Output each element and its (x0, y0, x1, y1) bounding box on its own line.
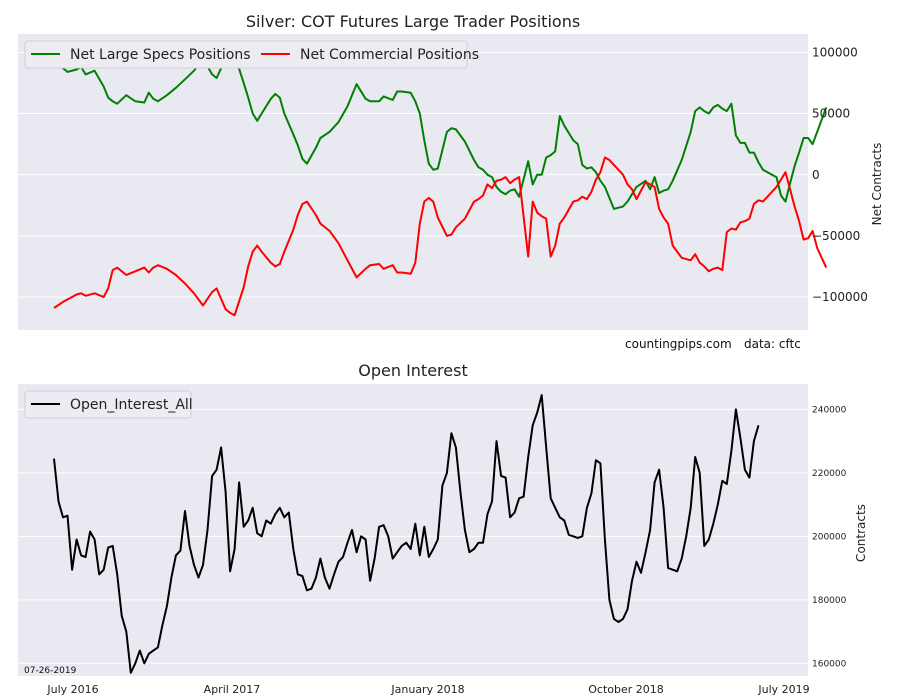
top-panel-background (18, 34, 808, 330)
x-tick-labels: July 2016 April 2017 January 2018 Octobe… (46, 683, 809, 696)
bottom-panel-gridlines (18, 408, 808, 664)
x-tick-label: January 2018 (390, 683, 464, 696)
bottom-panel-series (53, 394, 760, 674)
source-annotation: countingpips.com (625, 337, 732, 351)
top-legend: Net Large Specs Positions Net Commercial… (24, 40, 479, 69)
bottom-y-tick-label: 160000 (812, 659, 847, 669)
bottom-panel-y-tick-labels: 240000 220000 200000 180000 160000 (812, 406, 847, 670)
top-y-tick-label: 50000 (812, 107, 850, 121)
top-panel-y-tick-labels: 100000 50000 0 −50000 −100000 (812, 46, 868, 305)
legend-label-large-specs: Net Large Specs Positions (70, 47, 251, 63)
x-tick-label: July 2019 (757, 683, 809, 696)
top-legend-box (24, 40, 468, 69)
bottom-legend-box (24, 390, 192, 419)
top-panel-series (53, 51, 828, 317)
bottom-panel: 240000 220000 200000 180000 160000 Open Inte… (18, 361, 868, 676)
bottom-panel-background (18, 384, 808, 676)
top-y-tick-label: −50000 (812, 229, 860, 243)
date-annotation: 07-26-2019 (24, 666, 77, 676)
series-line-open-interest-all (53, 394, 760, 674)
bottom-y-tick-label: 240000 (812, 406, 847, 416)
data-source-annotation: data: cftc (744, 337, 801, 351)
bottom-chart-title: Open Interest (358, 361, 467, 380)
series-line-net-large-specs-positions (53, 51, 828, 210)
bottom-y-tick-label: 220000 (812, 469, 847, 479)
top-y-tick-label: 100000 (812, 46, 858, 60)
top-y-tick-label: −100000 (812, 290, 868, 304)
x-tick-label: April 2017 (204, 683, 261, 696)
x-tick-label: July 2016 (46, 683, 98, 696)
top-chart-title: Silver: COT Futures Large Trader Positio… (246, 12, 580, 31)
legend-label-commercial: Net Commercial Positions (300, 47, 479, 63)
bottom-y-tick-label: 200000 (812, 532, 847, 542)
bottom-y-axis-label: Contracts (854, 504, 868, 562)
bottom-y-tick-label: 180000 (812, 596, 847, 606)
series-line-net-commercial-positions (53, 156, 828, 317)
x-tick-label: October 2018 (588, 683, 664, 696)
top-y-tick-label: 0 (812, 168, 820, 182)
top-y-axis-label: Net Contracts (870, 143, 884, 226)
top-panel: 100000 50000 0 −50000 −100000 Silver: COT Fu… (18, 12, 884, 351)
bottom-legend: Open_Interest_All (24, 390, 193, 419)
top-panel-gridlines (18, 51, 808, 298)
legend-label-open-interest: Open_Interest_All (70, 397, 193, 413)
